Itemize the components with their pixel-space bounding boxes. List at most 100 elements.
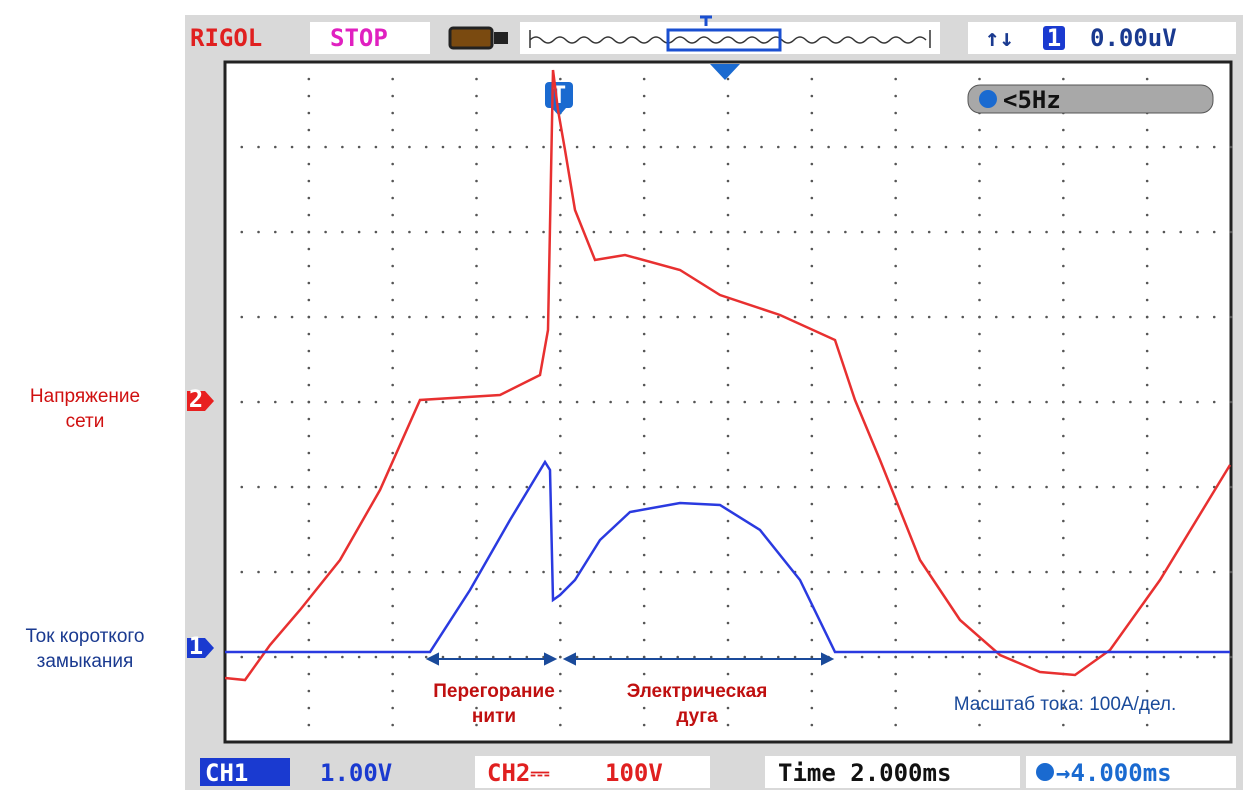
grid-dot	[961, 231, 964, 234]
grid-dot	[609, 316, 612, 319]
grid-dot	[1062, 690, 1065, 693]
grid-dot	[945, 401, 948, 404]
grid-dot	[391, 401, 394, 404]
grid-dot	[1230, 486, 1233, 489]
grid-dot	[1146, 384, 1149, 387]
grid-dot	[1230, 401, 1233, 404]
grid-dot	[240, 486, 243, 489]
grid-dot	[391, 146, 394, 149]
grid-dot	[1146, 248, 1149, 251]
grid-dot	[995, 316, 998, 319]
grid-dot	[760, 656, 763, 659]
grid-dot	[894, 299, 897, 302]
grid-dot	[442, 231, 445, 234]
grid-dot	[811, 469, 814, 472]
grid-dot	[1146, 486, 1149, 489]
grid-dot	[894, 214, 897, 217]
grid-dot	[308, 112, 311, 115]
grid-dot	[1129, 401, 1132, 404]
grid-dot	[1045, 401, 1048, 404]
grid-dot	[391, 265, 394, 268]
grid-dot	[475, 486, 478, 489]
grid-dot	[643, 656, 646, 659]
grid-dot	[559, 316, 562, 319]
status: STOP	[330, 24, 388, 52]
grid-dot	[643, 350, 646, 353]
grid-dot	[308, 350, 311, 353]
grid-dot	[894, 163, 897, 166]
grid-dot	[475, 588, 478, 591]
grid-dot	[341, 231, 344, 234]
grid-dot	[308, 163, 311, 166]
grid-dot	[861, 316, 864, 319]
grid-dot	[526, 146, 529, 149]
grid-dot	[526, 656, 529, 659]
grid-dot	[894, 639, 897, 642]
grid-dot	[526, 401, 529, 404]
grid-dot	[542, 316, 545, 319]
grid-dot	[861, 146, 864, 149]
grid-dot	[660, 486, 663, 489]
grid-dot	[811, 316, 814, 319]
grid-dot	[894, 112, 897, 115]
grid-dot	[1062, 537, 1065, 540]
grid-dot	[1096, 316, 1099, 319]
grid-dot	[1079, 656, 1082, 659]
grid-dot	[475, 282, 478, 285]
grid-dot	[391, 520, 394, 523]
grid-dot	[894, 248, 897, 251]
grid-dot	[559, 180, 562, 183]
grid-dot	[475, 248, 478, 251]
grid-dot	[458, 316, 461, 319]
grid-dot	[1012, 571, 1015, 574]
grid-dot	[341, 316, 344, 319]
grid-dot	[626, 146, 629, 149]
grid-dot	[341, 146, 344, 149]
grid-dot	[978, 469, 981, 472]
grid-dot	[1146, 656, 1149, 659]
grid-dot	[710, 571, 713, 574]
grid-dot	[811, 248, 814, 251]
grid-dot	[1196, 656, 1199, 659]
grid-dot	[727, 673, 730, 676]
grid-dot	[308, 520, 311, 523]
grid-dot	[1062, 639, 1065, 642]
grid-dot	[727, 367, 730, 370]
grid-dot	[1179, 486, 1182, 489]
grid-dot	[391, 622, 394, 625]
grid-dot	[559, 707, 562, 710]
grid-dot	[911, 316, 914, 319]
grid-dot	[1196, 146, 1199, 149]
grid-dot	[593, 231, 596, 234]
grid-dot	[727, 469, 730, 472]
grid-dot	[308, 554, 311, 557]
grid-dot	[894, 486, 897, 489]
grid-dot	[727, 333, 730, 336]
grid-dot	[844, 316, 847, 319]
grid-dot	[1179, 571, 1182, 574]
grid-dot	[727, 180, 730, 183]
grid-dot	[391, 503, 394, 506]
grid-dot	[1213, 401, 1216, 404]
grid-dot	[978, 248, 981, 251]
grid-dot	[978, 214, 981, 217]
grid-dot	[743, 401, 746, 404]
grid-dot	[1146, 367, 1149, 370]
grid-dot	[408, 486, 411, 489]
grid-dot	[1029, 316, 1032, 319]
grid-dot	[1230, 571, 1233, 574]
grid-dot	[1029, 231, 1032, 234]
grid-dot	[509, 571, 512, 574]
grid-dot	[358, 316, 361, 319]
grid-dot	[1062, 146, 1065, 149]
grid-dot	[391, 554, 394, 557]
grid-dot	[1062, 486, 1065, 489]
grid-dot	[391, 282, 394, 285]
grid-dot	[710, 231, 713, 234]
grid-dot	[509, 231, 512, 234]
grid-dot	[324, 486, 327, 489]
grid-dot	[676, 146, 679, 149]
grid-dot	[308, 299, 311, 302]
grid-dot	[894, 265, 897, 268]
grid-dot	[978, 350, 981, 353]
